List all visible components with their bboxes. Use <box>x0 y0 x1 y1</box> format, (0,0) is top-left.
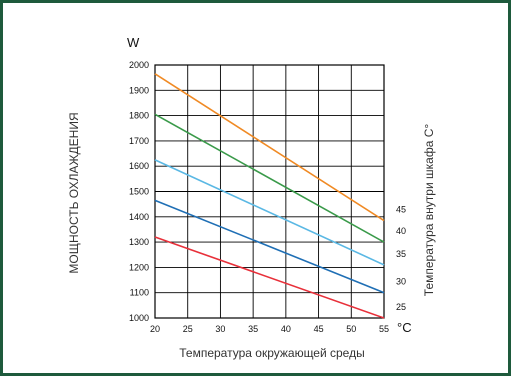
series-label-30: 30 <box>396 277 406 287</box>
x-tick-label: 35 <box>248 324 258 334</box>
y-unit-label: W <box>127 35 140 50</box>
series-label-25: 25 <box>396 302 406 312</box>
y-tick-labels: 1000 1100 1200 1300 1400 1500 1600 1700 1800 1900… <box>129 60 149 323</box>
series-label-40: 40 <box>396 226 406 236</box>
series-line-45 <box>154 73 385 222</box>
x-tick-label: 45 <box>314 324 324 334</box>
grid <box>154 64 385 319</box>
y-tick-label: 1400 <box>129 212 149 222</box>
y-tick-label: 1200 <box>129 262 149 272</box>
y-tick-label: 2000 <box>129 60 149 70</box>
x-tick-labels: 20 25 30 35 40 45 50 55 <box>150 324 389 334</box>
x-tick-label: 30 <box>215 324 225 334</box>
x-tick-label: 20 <box>150 324 160 334</box>
x-tick-label: 40 <box>281 324 291 334</box>
series-label-35: 35 <box>396 249 406 259</box>
y-tick-label: 1800 <box>129 111 149 121</box>
x-tick-label: 50 <box>346 324 356 334</box>
y-tick-label: 1100 <box>130 288 149 298</box>
right-axis-title: Температура внутри шкафа C° <box>422 124 436 297</box>
series-line-40 <box>154 113 385 243</box>
x-tick-label: 25 <box>183 324 193 334</box>
x-axis-title: Температура окружающей среды <box>179 346 364 360</box>
x-unit-label: °C <box>397 320 412 335</box>
y-tick-label: 1300 <box>129 237 149 247</box>
series-group <box>154 73 385 319</box>
series-labels: 25 30 35 40 45 <box>396 205 406 312</box>
y-tick-label: 1900 <box>129 85 149 95</box>
series-line-30 <box>154 199 385 294</box>
series-line-35 <box>154 159 385 266</box>
y-tick-label: 1600 <box>129 161 149 171</box>
series-label-45: 45 <box>396 205 406 215</box>
y-tick-label: 1500 <box>129 187 149 197</box>
plot-border <box>154 64 385 319</box>
x-tick-label: 55 <box>379 324 389 334</box>
y-tick-label: 1700 <box>129 136 149 146</box>
y-tick-label: 1000 <box>129 313 149 323</box>
series-line-25 <box>154 236 385 319</box>
y-axis-title: МОЩНОСТЬ ОХЛАЖДЕНИЯ <box>67 112 81 273</box>
